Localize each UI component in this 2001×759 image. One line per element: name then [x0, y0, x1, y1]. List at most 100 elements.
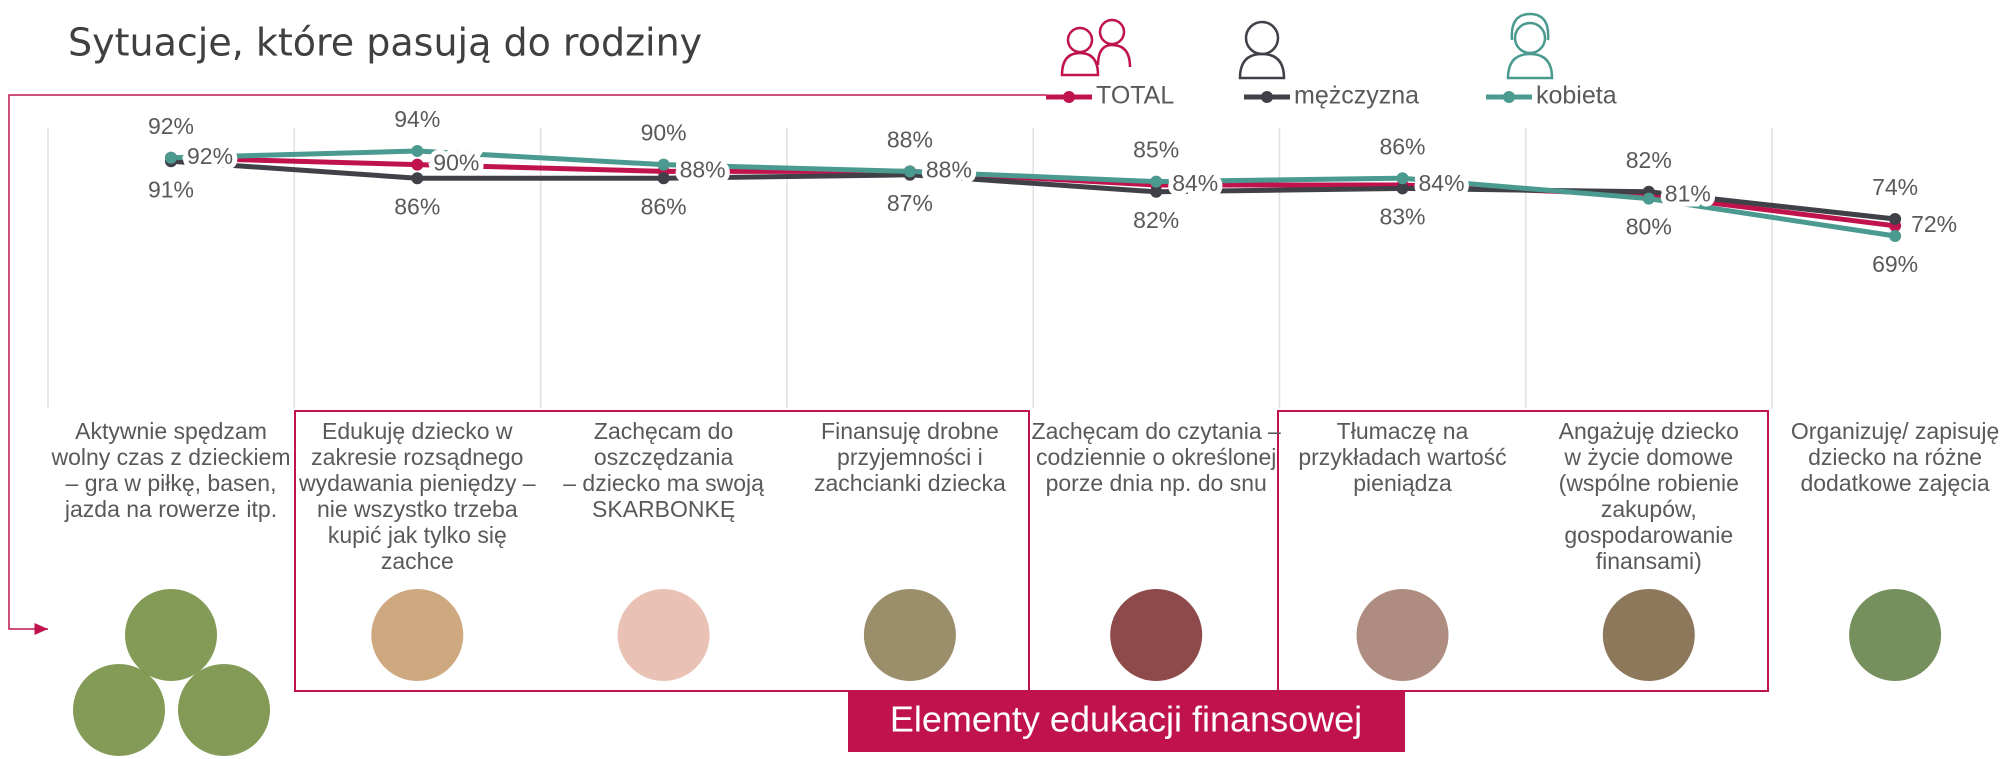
category-line: zakupów, — [1601, 496, 1697, 522]
category-label: Zachęcam do oszczędzania – dziecko ma swoj… — [563, 418, 764, 522]
chart-title: Sytuacje, które pasują do rodziny — [68, 21, 702, 65]
point — [411, 172, 424, 185]
value-label: 90% — [641, 120, 687, 146]
category-line: w życie domowe — [1563, 444, 1733, 470]
category-line: Zachęcam do — [594, 418, 733, 444]
value-label: 86% — [1379, 133, 1425, 159]
category-label: Organizuję/ zapisuję dziecko na różne doda… — [1791, 418, 1999, 496]
photo — [178, 664, 270, 756]
category-line: kupić jak tylko się — [328, 522, 507, 548]
legend-label: mężczyzna — [1294, 82, 1419, 110]
value-label: 80% — [1626, 214, 1672, 240]
value-label: 84% — [1172, 170, 1218, 196]
point — [657, 158, 670, 171]
point — [903, 165, 916, 178]
point — [1396, 172, 1409, 185]
category-line: – dziecko ma swoją — [563, 470, 764, 496]
value-label: 84% — [1419, 170, 1465, 196]
series-line — [170, 148, 1896, 239]
category-line: Finansuję drobne — [821, 418, 999, 444]
value-label: 81% — [1665, 180, 1711, 206]
category-line: Edukuję dziecko w — [322, 418, 513, 444]
category-line: pieniądza — [1353, 470, 1452, 496]
group-box — [294, 410, 1030, 692]
category-line: zakresie rozsądnego — [311, 444, 523, 470]
point — [1642, 192, 1655, 205]
category-line: wydawania pieniędzy – — [298, 470, 536, 496]
category-line: Angażuję dziecko — [1559, 418, 1739, 444]
category-line: Tłumaczę na — [1337, 418, 1469, 444]
category-line: oszczędzania — [594, 444, 734, 470]
bracket-line — [8, 94, 1046, 635]
legend-label: TOTAL — [1096, 82, 1174, 110]
category-line: (wspólne robienie — [1559, 470, 1739, 496]
point — [411, 145, 424, 157]
photo — [617, 589, 710, 681]
banner — [848, 690, 1405, 752]
category-line: zachcianki dziecka — [814, 470, 1006, 496]
category-line: porze dnia np. do snu — [1046, 470, 1267, 496]
value-label: 85% — [1133, 137, 1179, 163]
category-line: dodatkowe zajęcia — [1800, 470, 1989, 496]
value-label: 82% — [1133, 207, 1179, 233]
photo — [1849, 589, 1942, 681]
category-label: Zachęcam do czytania – codziennie o okreś… — [1032, 418, 1282, 496]
value-label: 92% — [187, 143, 233, 169]
category-line: codziennie o określonej — [1036, 444, 1276, 470]
category-line: dziecko na różne — [1808, 444, 1982, 470]
category-line: zachce — [381, 548, 454, 574]
legend-label: kobieta — [1536, 82, 1617, 110]
value-label: 88% — [680, 156, 726, 182]
photo — [863, 589, 956, 681]
value-label: 74% — [1872, 174, 1918, 200]
value-label: 91% — [148, 176, 194, 202]
point — [1150, 175, 1163, 188]
point — [411, 158, 424, 171]
category-line: przyjemności i — [837, 444, 983, 470]
photo — [125, 589, 217, 681]
category-line: nie wszystko trzeba — [317, 496, 518, 522]
value-label: 72% — [1911, 211, 1957, 237]
banner-text: Elementy edukacji finansowej — [890, 699, 1362, 740]
category-line: Aktywnie spędzam — [75, 418, 267, 444]
point — [1889, 213, 1902, 225]
photo — [73, 664, 165, 756]
photo — [1602, 589, 1695, 681]
value-label: 87% — [887, 190, 933, 216]
category-line: jazda na rowerze itp. — [64, 496, 277, 522]
point — [1150, 185, 1163, 198]
value-label: 94% — [394, 106, 440, 132]
category-label: Tłumaczę na przykładach wartość pieniądza — [1298, 418, 1506, 496]
value-label: 86% — [394, 193, 440, 219]
legend-icons — [1060, 12, 1554, 80]
value-label: 88% — [887, 126, 933, 152]
legend-dot — [1261, 91, 1273, 103]
category-line: Zachęcam do czytania – — [1032, 418, 1282, 444]
legend-dot — [1503, 91, 1515, 103]
value-label: 69% — [1872, 251, 1918, 277]
photo — [1356, 589, 1449, 681]
point — [657, 172, 670, 185]
category-line: przykładach wartość — [1298, 444, 1506, 470]
category-line: – gra w piłkę, basen, — [66, 470, 277, 496]
value-label: 88% — [926, 156, 972, 182]
category-label: Finansuję drobne przyjemności i zachcianki… — [814, 418, 1006, 496]
point — [1396, 182, 1409, 195]
legend-dot — [1063, 91, 1075, 103]
series-line — [170, 158, 1896, 222]
point — [165, 151, 177, 164]
value-label: 86% — [641, 193, 687, 219]
value-label: 92% — [148, 113, 194, 139]
value-label: 83% — [1379, 203, 1425, 229]
value-label: 82% — [1626, 147, 1672, 173]
category-label: Angażuję dziecko w życie domowe (wspólne r… — [1559, 418, 1739, 574]
category-line: finansami) — [1596, 548, 1702, 574]
category-line: gospodarowanie — [1564, 522, 1733, 548]
group-box — [1277, 410, 1769, 692]
category-label: Edukuję dziecko w zakresie rozsądnego wyda… — [298, 418, 536, 574]
category-line: wolny czas z dzieckiem — [50, 444, 290, 470]
value-label: 90% — [433, 150, 479, 176]
category-line: Organizuję/ zapisuję — [1791, 418, 1999, 444]
category-label: Aktywnie spędzam wolny czas z dzieckiem – … — [50, 418, 290, 522]
